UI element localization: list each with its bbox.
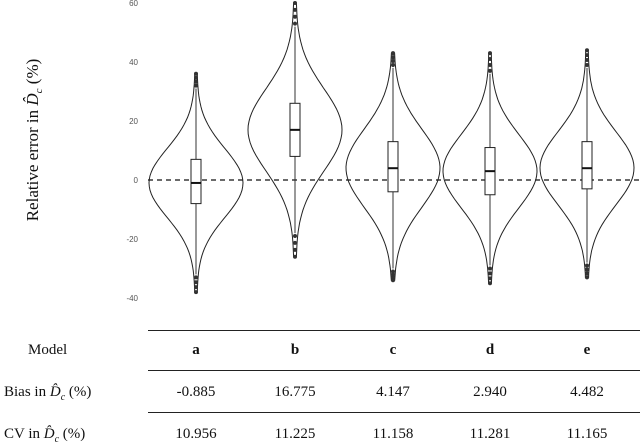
- outlier-point-e-low-2: [585, 271, 589, 276]
- outlier-point-d-high-3: [488, 51, 492, 56]
- violins-group: [148, 1, 635, 295]
- outlier-point-d-low-0: [488, 266, 492, 271]
- outlier-point-a-low-3: [194, 290, 198, 295]
- model-e: e: [583, 342, 591, 358]
- model-row-label: Model: [28, 342, 68, 358]
- outlier-point-c-high-0: [391, 62, 395, 67]
- outlier-point-d-low-1: [488, 271, 492, 276]
- outlier-point-e-high-0: [585, 62, 589, 67]
- bias-row-label: Bias in D̂c (%): [4, 384, 92, 403]
- violin-chart: -40 -20 0 20 40 60 Relative error in D̂c (%): [23, 0, 640, 303]
- outlier-point-a-low-2: [194, 285, 198, 290]
- outlier-point-e-low-1: [585, 267, 589, 272]
- violin-b: [247, 1, 343, 259]
- outlier-point-a-low-1: [194, 280, 198, 285]
- outlier-point-b-high-0: [293, 21, 297, 26]
- bias-c: 4.147: [376, 384, 410, 400]
- cv-row-label: CV in D̂c (%): [4, 426, 86, 445]
- bias-b: 16.775: [274, 384, 316, 400]
- outlier-point-d-high-2: [488, 57, 492, 62]
- cv-e: 11.165: [566, 426, 608, 442]
- y-tick-label: 40: [129, 58, 138, 67]
- y-axis-ticks: -40 -20 0 20 40 60: [126, 0, 138, 303]
- table-rule-2: [148, 412, 640, 413]
- cv-b: 11.225: [274, 426, 316, 442]
- outlier-point-d-low-2: [488, 276, 492, 281]
- cv-c: 11.158: [372, 426, 414, 442]
- outlier-point-c-low-1: [391, 272, 395, 277]
- violin-a: [148, 71, 244, 295]
- y-tick-label: 20: [129, 117, 138, 126]
- bias-d: 2.940: [473, 384, 507, 400]
- y-tick-label: 0: [134, 176, 139, 185]
- outlier-point-e-high-1: [585, 58, 589, 63]
- violin-e: [539, 48, 635, 280]
- outlier-point-c-high-1: [391, 59, 395, 64]
- summary-table: Model Bias in D̂c (%) CV in D̂c (%) a b …: [0, 330, 640, 447]
- table-rule-1: [148, 370, 640, 371]
- outlier-point-a-high-1: [194, 79, 198, 84]
- outlier-point-c-low-0: [391, 269, 395, 274]
- model-d: d: [485, 342, 495, 358]
- model-c: c: [389, 342, 397, 358]
- outlier-point-b-high-2: [293, 7, 297, 12]
- violin-c: [345, 51, 441, 283]
- cv-a: 10.956: [175, 426, 217, 442]
- y-tick-label: -40: [126, 294, 138, 303]
- y-axis-label: Relative error in D̂c (%): [23, 59, 45, 222]
- outlier-point-a-high-2: [194, 75, 198, 80]
- y-tick-label: 60: [129, 0, 138, 8]
- table-top-rule: [148, 330, 640, 331]
- box-e: [581, 141, 593, 190]
- outlier-point-e-low-3: [585, 275, 589, 280]
- outlier-point-b-low-1: [293, 240, 297, 245]
- outlier-point-b-high-1: [293, 14, 297, 19]
- outlier-point-c-low-2: [391, 275, 395, 280]
- outlier-point-c-high-3: [391, 51, 395, 56]
- outlier-point-b-high-3: [293, 1, 297, 5]
- violin-d: [442, 51, 538, 286]
- model-a: a: [192, 342, 200, 358]
- outlier-point-c-high-2: [391, 55, 395, 60]
- outlier-point-e-low-0: [585, 263, 589, 268]
- box-c: [387, 141, 399, 193]
- outlier-point-d-low-3: [488, 281, 492, 286]
- bias-e: 4.482: [570, 384, 604, 400]
- box-a: [190, 158, 202, 205]
- outlier-point-b-low-2: [293, 247, 297, 252]
- outlier-point-a-high-0: [194, 83, 198, 88]
- outlier-point-b-low-3: [293, 254, 297, 259]
- outlier-point-a-high-3: [194, 71, 198, 76]
- outlier-point-e-high-2: [585, 53, 589, 58]
- outlier-point-e-high-3: [585, 48, 589, 53]
- y-tick-label: -20: [126, 235, 138, 244]
- bias-a: -0.885: [176, 384, 216, 400]
- outlier-point-d-high-0: [488, 68, 492, 73]
- outlier-point-d-high-1: [488, 62, 492, 67]
- cv-d: 11.281: [469, 426, 511, 442]
- outlier-point-b-low-0: [293, 234, 297, 239]
- model-b: b: [290, 342, 300, 358]
- outlier-point-a-low-0: [194, 275, 198, 280]
- outlier-point-c-low-3: [391, 278, 395, 283]
